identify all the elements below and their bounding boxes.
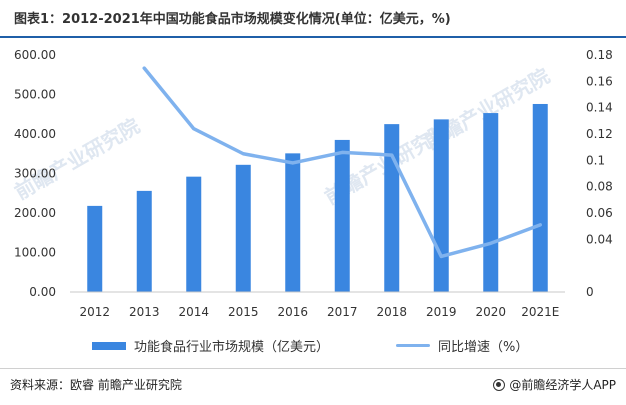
bar-2013 [136, 190, 152, 292]
right-y-tick-label: 0.18 [586, 48, 613, 62]
legend-label-line: 同比增速（%） [438, 340, 529, 355]
left-y-tick-label: 400.00 [14, 127, 56, 141]
right-y-axis: 0 0.04 0.06 0.08 0.1 0.12 0.14 0.16 0.18 [586, 48, 613, 299]
footer-divider [0, 368, 626, 369]
x-tick-label: 2013 [129, 305, 160, 319]
bar-2012 [87, 205, 103, 292]
title-underline [0, 36, 626, 38]
left-y-tick-label: 300.00 [14, 167, 56, 181]
left-y-tick-label: 500.00 [14, 88, 56, 102]
right-y-tick-label: 0.12 [586, 127, 613, 141]
legend-item-bar: 功能食品行业市场规模（亿美元） [92, 336, 329, 355]
legend-label-bar: 功能食品行业市场规模（亿美元） [134, 340, 330, 355]
right-y-tick-label: 0.16 [586, 74, 613, 88]
x-tick-label: 2014 [178, 305, 209, 319]
right-y-tick-label: 0.08 [586, 180, 613, 194]
bar-2020 [483, 113, 499, 292]
x-axis: 2012 2013 2014 2015 2016 2017 2018 2019 2020 2021… [70, 291, 565, 319]
bar-series [87, 103, 548, 292]
bar-2019 [433, 119, 449, 292]
x-tick-label: 2012 [79, 305, 110, 319]
x-tick-label: 2019 [426, 305, 457, 319]
right-y-tick-label: 0.06 [586, 206, 613, 220]
source-note: 资料来源：欧睿 前瞻产业研究院 [10, 378, 182, 392]
x-tick-label: 2021E [521, 305, 559, 319]
left-y-tick-label: 100.00 [14, 246, 56, 260]
left-y-tick-label: 600.00 [14, 48, 56, 62]
right-y-tick-label: 0.04 [586, 232, 613, 246]
chart-legend: 功能食品行业市场规模（亿美元） 同比增速（%） [0, 336, 626, 358]
left-y-tick-label: 0.00 [29, 285, 56, 299]
chart-title: 图表1：2012-2021年中国功能食品市场规模变化情况(单位：亿美元，%) [14, 12, 451, 27]
right-y-tick-label: 0.14 [586, 101, 613, 115]
left-y-tick-label: 200.00 [14, 206, 56, 220]
x-tick-label: 2018 [376, 305, 407, 319]
brand-label: @前瞻经济学人APP [509, 378, 616, 392]
right-y-tick-label: 0 [586, 285, 594, 299]
bar-2014 [186, 176, 202, 292]
legend-item-line: 同比增速（%） [396, 336, 528, 355]
line-series [142, 66, 542, 259]
chart-plot: 前瞻产业研究院前瞻产业研究院前瞻产业研究院 0.00 100.00 200.00 30… [11, 48, 613, 319]
brand-credit: @前瞻经济学人APP [493, 376, 616, 393]
legend-swatch-bar [92, 341, 126, 350]
watermark-layer: 前瞻产业研究院前瞻产业研究院前瞻产业研究院 [11, 64, 554, 210]
x-tick-label: 2016 [277, 305, 308, 319]
bar-2021E [532, 103, 548, 292]
x-tick-label: 2015 [228, 305, 259, 319]
bar-2017 [334, 139, 350, 292]
x-tick-label: 2020 [475, 305, 506, 319]
left-y-axis: 0.00 100.00 200.00 300.00 400.00 500.00 600.00 [14, 48, 56, 299]
right-y-tick-label: 0.1 [586, 153, 605, 167]
brand-logo-icon [493, 378, 506, 391]
bar-2018 [384, 124, 400, 292]
x-tick-label: 2017 [327, 305, 358, 319]
bar-2015 [235, 164, 251, 292]
bar-2016 [285, 153, 301, 292]
legend-swatch-line [396, 344, 430, 347]
